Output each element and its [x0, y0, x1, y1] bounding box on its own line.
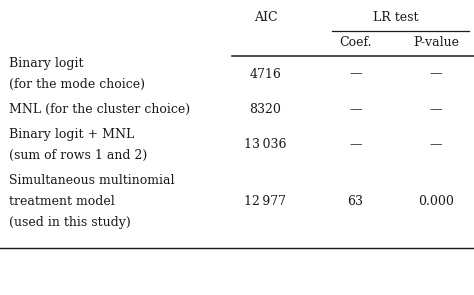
Text: treatment model: treatment model [9, 195, 115, 208]
Text: LR test: LR test [373, 11, 419, 24]
Text: 12 977: 12 977 [245, 195, 286, 208]
Text: 8320: 8320 [249, 103, 282, 116]
Text: (used in this study): (used in this study) [9, 216, 131, 229]
Text: P-value: P-value [413, 36, 459, 49]
Text: —: — [349, 68, 362, 81]
Text: 0.000: 0.000 [418, 195, 454, 208]
Text: —: — [430, 103, 442, 116]
Text: —: — [349, 138, 362, 151]
Text: —: — [430, 138, 442, 151]
Text: 13 036: 13 036 [244, 138, 287, 151]
Text: Binary logit + MNL: Binary logit + MNL [9, 128, 135, 141]
Text: 4716: 4716 [249, 68, 282, 81]
Text: —: — [430, 68, 442, 81]
Text: —: — [349, 103, 362, 116]
Text: (for the mode choice): (for the mode choice) [9, 78, 146, 91]
Text: Binary logit: Binary logit [9, 57, 84, 70]
Text: 63: 63 [347, 195, 364, 208]
Text: AIC: AIC [254, 11, 277, 24]
Text: (sum of rows 1 and 2): (sum of rows 1 and 2) [9, 149, 148, 162]
Text: Simultaneous multinomial: Simultaneous multinomial [9, 174, 175, 187]
Text: MNL (for the cluster choice): MNL (for the cluster choice) [9, 103, 191, 116]
Text: Coef.: Coef. [339, 36, 372, 49]
